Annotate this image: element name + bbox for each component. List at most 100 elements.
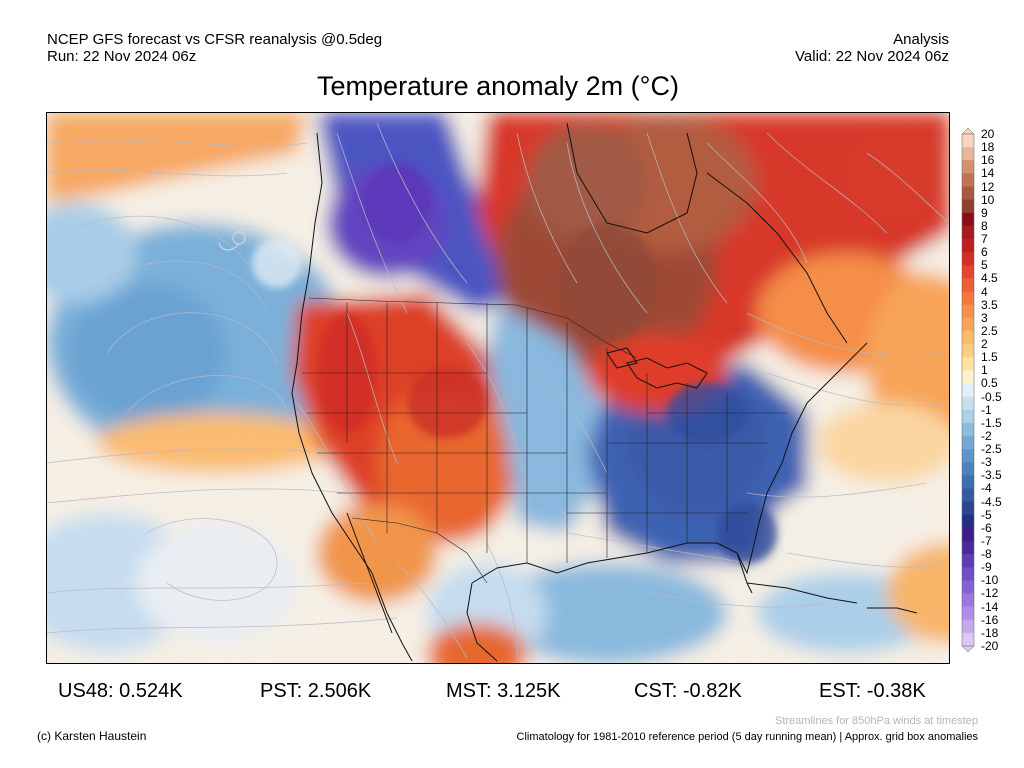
colorbar-label: -2.5 xyxy=(981,442,1002,457)
colorbar-swatch xyxy=(962,435,974,450)
climatology-note: Climatology for 1981-2010 reference peri… xyxy=(516,731,978,743)
anomaly-map xyxy=(46,112,950,664)
wind-streamlines xyxy=(47,122,949,659)
colorbar-label: 6 xyxy=(981,245,988,260)
streamlines-note: Streamlines for 850hPa winds at timestep xyxy=(775,715,978,727)
colorbar-swatch xyxy=(962,475,974,489)
colorbar-label: 4 xyxy=(981,284,988,299)
colorbar-label: -5 xyxy=(981,507,992,522)
colorbar-swatch xyxy=(962,186,974,201)
colorbar-label: 16 xyxy=(981,153,995,168)
colorbar-swatch xyxy=(962,147,974,161)
colorbar-top-arrow xyxy=(961,128,975,135)
colorbar-label: -9 xyxy=(981,560,992,575)
colorbar-swatch xyxy=(962,580,974,594)
colorbar-label: -1.5 xyxy=(981,415,1002,430)
colorbar-label: -18 xyxy=(981,625,999,640)
colorbar-label: 3 xyxy=(981,310,988,325)
colorbar-label: -1 xyxy=(981,402,992,417)
colorbar-swatch xyxy=(962,619,974,634)
colorbar-swatch xyxy=(962,488,974,503)
colorbar-bottom-arrow xyxy=(961,645,975,652)
regional-stats: US48: 0.524K PST: 2.506K MST: 3.125K CST… xyxy=(0,680,1024,704)
colorbar-swatch xyxy=(962,134,974,148)
colorbar-swatch xyxy=(962,540,974,555)
colorbar-label: -20 xyxy=(981,639,999,653)
colorbar-swatch xyxy=(962,514,974,529)
colorbar-label: 1.5 xyxy=(981,350,998,365)
colorbar-label: 3.5 xyxy=(981,297,998,312)
colorbar-swatch xyxy=(962,632,974,647)
colorbar-swatch xyxy=(962,199,974,214)
colorbar-swatch xyxy=(962,501,974,516)
colorbar-label: -8 xyxy=(981,547,992,562)
colorbar: 20 18 16 14 12 10 9 8 7 6 5 4.5 4 3.5 3 2.5 2 1.5 1 0.5 -0.5… xyxy=(959,128,1019,652)
colorbar-label: -16 xyxy=(981,612,999,627)
stat-cst: CST: -0.82K xyxy=(634,680,742,702)
stat-us48: US48: 0.524K xyxy=(58,680,183,702)
header-left: NCEP GFS forecast vs CFSR reanalysis @0.… xyxy=(47,31,382,65)
stat-pst: PST: 2.506K xyxy=(260,680,372,702)
colorbar-swatch xyxy=(962,593,974,608)
header-right: Analysis Valid: 22 Nov 2024 06z xyxy=(795,31,949,65)
colorbar-swatch xyxy=(962,422,974,437)
colorbar-label: -10 xyxy=(981,573,999,588)
colorbar-label: 10 xyxy=(981,192,995,207)
colorbar-swatch xyxy=(962,527,974,542)
political-borders xyxy=(302,297,787,584)
colorbar-swatch xyxy=(962,265,974,279)
colorbar-label: 2 xyxy=(981,337,988,352)
colorbar-swatch xyxy=(962,383,974,398)
analysis-label: Analysis xyxy=(893,31,949,48)
colorbar-swatch xyxy=(962,606,974,621)
colorbar-label: 12 xyxy=(981,179,995,194)
colorbar-swatch xyxy=(962,225,974,240)
stat-mst: MST: 3.125K xyxy=(446,680,561,702)
colorbar-label: -12 xyxy=(981,586,999,601)
colorbar-label: -3 xyxy=(981,455,992,470)
colorbar-label: 20 xyxy=(981,127,995,141)
colorbar-swatch xyxy=(962,449,974,463)
colorbar-swatch xyxy=(962,396,974,411)
colorbar-label: 4.5 xyxy=(981,271,998,286)
colorbar-label: 1 xyxy=(981,363,988,378)
colorbar-swatch xyxy=(962,567,974,581)
colorbar-swatch xyxy=(962,239,974,253)
colorbar-label: -4 xyxy=(981,481,992,496)
colorbar-label: 18 xyxy=(981,140,995,155)
colorbar-label: -14 xyxy=(981,599,999,614)
stat-est: EST: -0.38K xyxy=(819,680,926,702)
colorbar-swatch xyxy=(962,278,974,293)
colorbar-label: 5 xyxy=(981,258,988,273)
colorbar-label: -3.5 xyxy=(981,468,1002,483)
colorbar-swatch xyxy=(962,304,974,319)
colorbar-label: 2.5 xyxy=(981,323,998,338)
valid-time: Valid: 22 Nov 2024 06z xyxy=(795,48,949,65)
credit: (c) Karsten Haustein xyxy=(37,729,147,743)
colorbar-swatch xyxy=(962,344,974,358)
colorbar-label: -0.5 xyxy=(981,389,1002,404)
run-time: Run: 22 Nov 2024 06z xyxy=(47,48,197,65)
colorbar-label: 0.5 xyxy=(981,376,998,391)
colorbar-label: -6 xyxy=(981,520,992,535)
colorbar-label: 8 xyxy=(981,218,988,233)
model-description: NCEP GFS forecast vs CFSR reanalysis @0.… xyxy=(47,31,383,48)
colorbar-swatch xyxy=(962,370,974,384)
colorbar-swatch xyxy=(962,462,974,476)
colorbar-swatch xyxy=(962,212,974,227)
colorbar-swatch xyxy=(962,554,974,568)
colorbar-swatch xyxy=(962,330,974,345)
colorbar-swatch xyxy=(962,357,974,371)
colorbar-swatch xyxy=(962,173,974,188)
colorbar-label: 14 xyxy=(981,166,995,181)
colorbar-swatches xyxy=(961,128,975,652)
colorbar-swatch xyxy=(962,160,974,174)
coastlines xyxy=(291,122,918,662)
colorbar-label: -7 xyxy=(981,533,992,548)
storm-icon xyxy=(218,225,260,251)
colorbar-label: -2 xyxy=(981,428,992,443)
map-title: Temperature anomaly 2m (°C) xyxy=(317,71,679,101)
colorbar-swatch xyxy=(962,291,974,306)
colorbar-swatch xyxy=(962,252,974,266)
colorbar-swatch xyxy=(962,317,974,332)
